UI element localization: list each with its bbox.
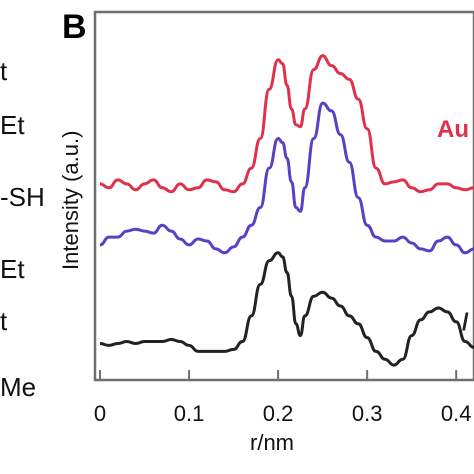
left-cut-label-1: t [0,56,8,86]
x-tick-label: 0.1 [174,401,205,426]
plot-frame [93,10,474,382]
left-cut-label-2: Et [0,110,25,140]
series-line-1 [99,54,474,194]
x-tick-label: 0.4 [441,401,472,426]
series-line-3 [99,251,474,367]
left-cut-label-4: Et [0,254,25,284]
left-cut-label-6: Me [0,372,37,402]
series-lines [99,54,474,367]
y-axis-label: Intensity (a.u.) [58,130,83,270]
series-label-3: / [462,309,469,336]
x-axis-label-wrap: r/nm [0,430,474,456]
x-tick-label: 0 [94,401,106,426]
left-cut-label-5: t [0,306,8,336]
x-axis-ticks: 0 0.1 0.2 0.3 0.4 [94,370,472,426]
x-tick-label: 0.3 [352,401,383,426]
series-label-1: Au [437,116,469,143]
panel-label: B [62,8,87,46]
left-cut-label-3: -SH [0,182,45,212]
x-axis-label: r/nm [250,430,294,455]
x-tick-label: 0.2 [263,401,294,426]
series-line-2 [99,101,474,255]
series-labels: Au / [437,116,469,336]
